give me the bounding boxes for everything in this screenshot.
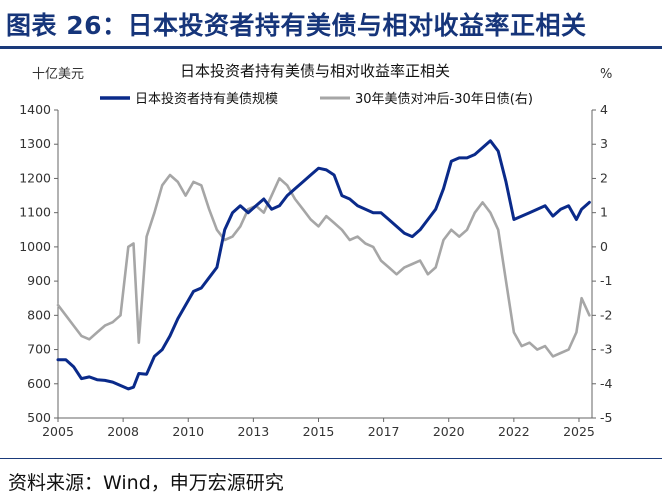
legend: 日本投资者持有美债规模 30年美债对冲后-30年日债(右) <box>100 91 533 107</box>
left-y-tick-label: 900 <box>27 273 51 288</box>
legend-item-japan-holdings: 日本投资者持有美债规模 <box>100 91 278 107</box>
right-axis-unit: % <box>600 67 612 82</box>
x-tick-label: 2020 <box>433 424 465 439</box>
left-y-tick-label: 1300 <box>19 136 51 151</box>
left-y-tick-label: 700 <box>27 342 51 357</box>
x-tick-label: 2015 <box>303 424 335 439</box>
right-y-tick-label: 4 <box>600 102 608 117</box>
left-y-tick-label: 800 <box>27 307 51 322</box>
legend-label: 30年美债对冲后-30年日债(右) <box>355 92 533 107</box>
x-tick-label: 2010 <box>172 424 204 439</box>
figure-header-text: 图表 26：日本投资者持有美债与相对收益率正相关 <box>6 11 587 40</box>
right-y-tick-label: 0 <box>600 239 608 254</box>
x-tick-label: 2008 <box>107 424 139 439</box>
series-line-japan-holdings <box>56 139 591 391</box>
left-y-tick-label: 1400 <box>19 102 51 117</box>
series-line-hedged-yield-spread <box>56 173 591 358</box>
figure-footer-text: 资料来源：Wind，申万宏源研究 <box>8 472 284 494</box>
right-y-tick-label: 1 <box>600 205 608 220</box>
x-tick-label: 2022 <box>498 424 530 439</box>
right-y-tick-label: 2 <box>600 170 608 185</box>
left-y-tick-label: 500 <box>27 410 51 425</box>
x-tick-label: 2017 <box>368 424 400 439</box>
left-axis-unit: 十亿美元 <box>32 67 84 82</box>
left-y-tick-label: 1100 <box>19 205 51 220</box>
figure-header: 图表 26：日本投资者持有美债与相对收益率正相关 <box>0 0 662 49</box>
right-y-tick-label: -5 <box>600 410 612 425</box>
legend-label: 日本投资者持有美债规模 <box>135 91 278 107</box>
figure-footer-rule <box>0 458 662 459</box>
left-y-tick-label: 1200 <box>19 170 51 185</box>
x-tick-label: 2013 <box>237 424 269 439</box>
right-y-tick-label: -4 <box>600 376 613 391</box>
right-y-tick-label: 3 <box>600 136 608 151</box>
axes: 500 600 700 800 900 1000 1100 1200 1300 1400 -5 -4 -… <box>19 102 612 439</box>
left-y-tick-label: 600 <box>27 376 51 391</box>
series-layer <box>56 139 591 391</box>
right-y-tick-label: -2 <box>600 307 612 322</box>
legend-item-hedged-yield-spread: 30年美债对冲后-30年日债(右) <box>320 92 533 107</box>
x-tick-label: 2005 <box>42 424 74 439</box>
right-y-tick-label: -3 <box>600 342 612 357</box>
left-y-tick-label: 1000 <box>19 239 51 254</box>
x-tick-label: 2025 <box>563 424 595 439</box>
right-y-tick-label: -1 <box>600 273 612 288</box>
chart-title: 日本投资者持有美债与相对收益率正相关 <box>180 62 450 80</box>
